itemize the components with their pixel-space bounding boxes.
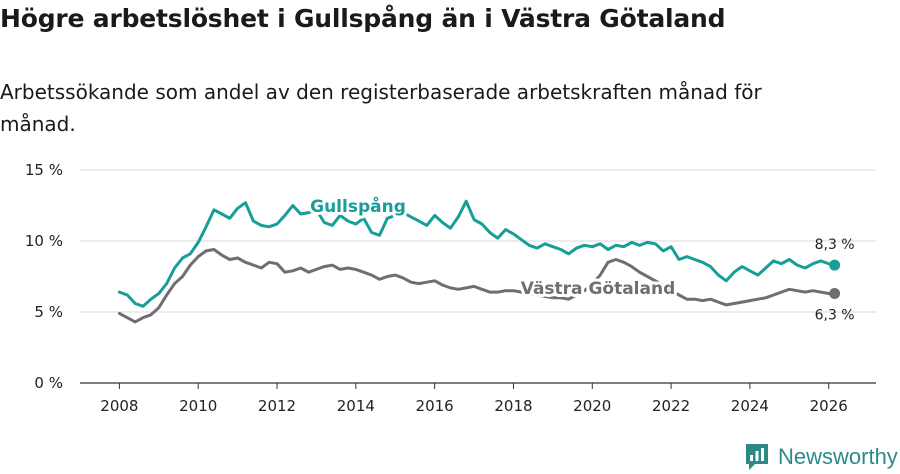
series-end-marker-v-stra-g-taland [829, 288, 841, 300]
x-tick-label: 2016 [416, 397, 454, 415]
line-chart: 0 % 5 % 10 % 15 % 2008 2010 2012 2014 2016 2018 20… [25, 161, 876, 415]
y-tick-label: 5 % [34, 303, 63, 321]
series-line-v-stra-g-taland [117, 248, 837, 324]
x-tick-label: 2014 [337, 397, 375, 415]
end-value-label-vastra-gotaland: 6,3 % [815, 308, 855, 324]
x-tick-label: 2018 [494, 397, 532, 415]
x-tick-label: 2008 [100, 397, 138, 415]
y-tick-label: 10 % [25, 232, 63, 250]
y-tick-label: 15 % [25, 161, 63, 179]
x-tick-label: 2024 [731, 397, 769, 415]
x-tick-label: 2020 [573, 397, 611, 415]
brand-name: Newsworthy [778, 444, 898, 469]
series-line-gullsp-ng [117, 199, 837, 308]
x-tick-label: 2012 [258, 397, 296, 415]
end-value-label-gullspang: 8,3 % [815, 237, 855, 253]
chart-title: Högre arbetslöshet i Gullspång än i Väst… [0, 4, 726, 33]
newsworthy-logo-icon [746, 444, 768, 470]
series-label-vastra-gotaland: Västra Götaland [521, 279, 676, 299]
series-label-gullspang: Gullspång [310, 195, 406, 217]
y-tick-label: 0 % [34, 374, 63, 392]
x-tick-label: 2022 [652, 397, 690, 415]
brand-logo: Newsworthy [744, 441, 898, 473]
x-tick-label: 2026 [810, 397, 848, 415]
chart-subtitle: Arbetssökande som andel av den registerb… [0, 80, 762, 136]
series-end-marker-gullsp-ng [829, 259, 841, 271]
x-tick-label: 2010 [179, 397, 217, 415]
